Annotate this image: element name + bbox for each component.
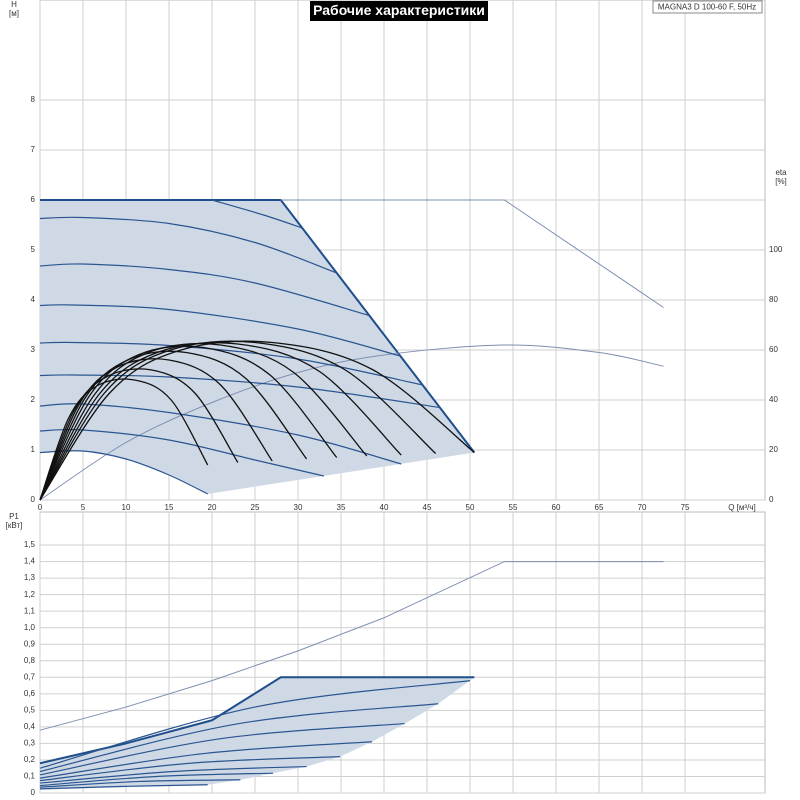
x-tick-label: 5: [81, 503, 86, 512]
title-box: [310, 1, 488, 21]
y-tick-label: 6: [31, 195, 36, 204]
y-tick-label: 3: [31, 345, 36, 354]
y-tick-label: 0: [31, 788, 36, 797]
model: MAGNA3 D 100-60 F, 50Hz: [658, 3, 756, 12]
y-tick-label: 5: [31, 245, 36, 254]
curve: [39, 216, 337, 274]
x-tick-label: 25: [251, 503, 260, 512]
curve: [39, 765, 307, 784]
y-tick-label: 1,5: [24, 540, 36, 549]
y2-axis-unit: [%]: [775, 177, 787, 186]
curve: [39, 703, 439, 773]
y-axis-unit: [кВт]: [6, 521, 23, 530]
y-tick-label: 0,3: [24, 739, 36, 748]
y2-axis-label: eta: [775, 168, 787, 177]
x-tick-label: 70: [638, 503, 647, 512]
x-tick-label: 45: [423, 503, 432, 512]
y-tick-label: 0,5: [24, 705, 36, 714]
y-tick-label: 0: [31, 495, 36, 504]
y-tick-label: 0,8: [24, 656, 36, 665]
curve: [39, 342, 368, 501]
x-tick-label: 15: [165, 503, 174, 512]
y2-tick-label: 80: [769, 295, 778, 304]
x-tick-label: 20: [208, 503, 217, 512]
curve: [211, 199, 303, 229]
curve: [39, 340, 437, 501]
y-tick-label: 1,1: [24, 606, 36, 615]
y-tick-label: 1,4: [24, 557, 36, 566]
curve: [39, 561, 664, 731]
curve: [39, 741, 373, 779]
y-tick-label: 0,6: [24, 689, 36, 698]
x-tick-label: 75: [681, 503, 690, 512]
x-tick-label: 30: [294, 503, 303, 512]
curve: [39, 374, 440, 409]
y-tick-label: 1,3: [24, 573, 36, 582]
curve: [39, 756, 341, 782]
x-tick-label: 40: [380, 503, 389, 512]
model-box: [652, 0, 763, 14]
y-tick-label: 8: [31, 95, 36, 104]
curve: [39, 263, 370, 317]
y-tick-label: 0,2: [24, 755, 36, 764]
y-tick-label: 2: [31, 395, 36, 404]
y-tick-label: 0,9: [24, 639, 36, 648]
y-tick-label: 4: [31, 295, 36, 304]
y2-tick-label: 0: [769, 495, 774, 504]
y-axis-label: H: [11, 0, 17, 9]
curve: [39, 722, 405, 776]
y-tick-label: 1,2: [24, 590, 36, 599]
y-tick-label: 0,7: [24, 672, 36, 681]
curve: [39, 680, 471, 769]
x-tick-label: 10: [122, 503, 131, 512]
y-tick-label: 1: [31, 445, 36, 454]
curve: [280, 199, 664, 308]
curve: [39, 378, 209, 501]
curve: [39, 304, 401, 357]
curve: [39, 772, 274, 787]
y-tick-label: 0,4: [24, 722, 36, 731]
y-axis-unit: [м]: [9, 9, 19, 18]
x-tick-label: 0: [38, 503, 43, 512]
x-tick-label: 35: [337, 503, 346, 512]
y-tick-label: 1,0: [24, 623, 36, 632]
x-tick-label: 65: [595, 503, 604, 512]
y-axis-label: P1: [9, 512, 19, 521]
curve: [39, 341, 423, 386]
y2-tick-label: 20: [769, 445, 778, 454]
y-tick-label: 0,1: [24, 772, 36, 781]
x-tick-label: 50: [466, 503, 475, 512]
x-axis-label: Q [м³/ч]: [728, 503, 755, 512]
curve: [39, 784, 208, 790]
y2-tick-label: 60: [769, 345, 778, 354]
curve: [39, 340, 475, 501]
x-tick-label: 55: [509, 503, 518, 512]
curve: [39, 779, 241, 788]
y2-tick-label: 100: [769, 245, 783, 254]
y-tick-label: 7: [31, 145, 36, 154]
title: Рабочие характеристики: [313, 2, 485, 18]
y2-tick-label: 40: [769, 395, 778, 404]
x-tick-label: 60: [552, 503, 561, 512]
